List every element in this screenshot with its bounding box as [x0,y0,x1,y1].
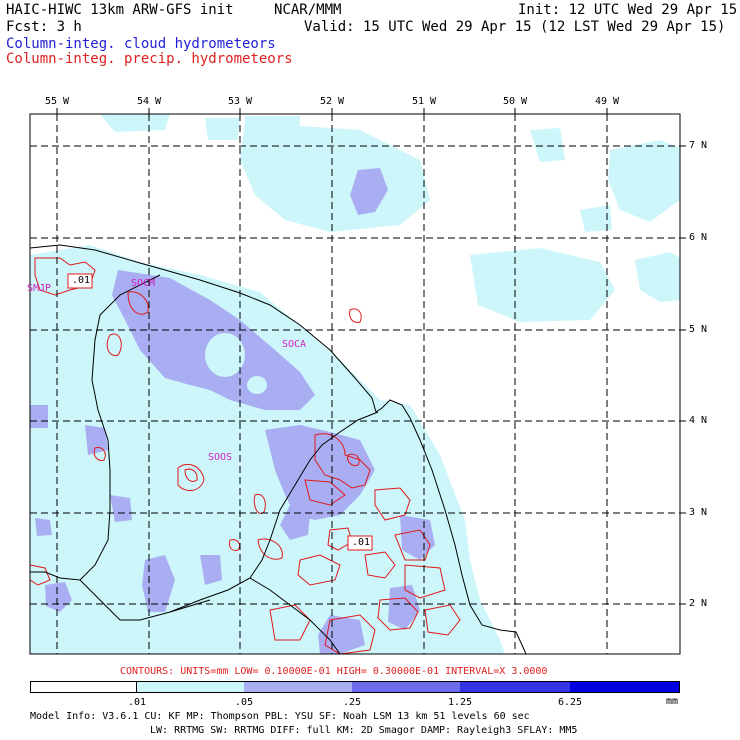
lon-label: 50 W [503,96,528,107]
lat-label: 6 N [689,232,708,243]
colorbar-label: .01 [127,697,147,708]
contours-info: CONTOURS: UNITS=mm LOW= 0.10000E-01 HIGH… [120,666,548,677]
map-frame [29,113,681,655]
colorbar-bin-3 [352,681,460,693]
latlon-grid [30,114,680,654]
legend-cloud-hydrometeors: Column-integ. cloud hydrometeors [6,36,276,52]
lon-label: 51 W [412,96,437,107]
contour-label-box-2 [347,535,373,551]
colorbar-bin-5 [570,681,680,693]
station-label-soca: SOCA [282,339,307,350]
lon-label: 53 W [228,96,253,107]
lat-label: 7 N [689,140,708,151]
lat-label: 2 N [689,598,708,609]
model-info-line-1: Model Info: V3.6.1 CU: KF MP: Thompson P… [30,711,530,722]
init-time: Init: 12 UTC Wed 29 Apr 15 [518,2,738,18]
coastline-borders [30,244,527,654]
lon-label: 49 W [595,96,620,107]
colorbar-bin-1 [137,681,244,693]
legend-precip-hydrometeors: Column-integ. precip. hydrometeors [6,51,293,67]
lon-label: 55 W [45,96,70,107]
model-info-line-2: LW: RRTMG SW: RRTMG DIFF: full KM: 2D Sm… [150,725,578,736]
lat-label: 4 N [689,415,708,426]
colorbar-unit: mm [666,696,679,707]
axis-ticks [56,108,686,605]
colorbar-frame [30,681,680,693]
colorbar-label: .25 [342,697,362,708]
lat-label: 3 N [689,507,708,518]
station-label-smjp: SMJP [27,283,52,294]
contour-label: .01 [72,275,91,286]
precip-contours [30,257,461,654]
lon-label: 54 W [137,96,162,107]
station-label-socm: SOCM [131,278,156,289]
lat-label: 5 N [689,324,708,335]
colorbar-label: 6.25 [557,697,583,708]
contour-label-box-1 [67,273,93,289]
lon-label: 52 W [320,96,345,107]
colorbar-bin-2 [244,681,352,693]
valid-time: Valid: 15 UTC Wed 29 Apr 15 (12 LST Wed … [304,19,726,35]
contour-label: .01 [352,537,371,548]
cloud-shading-holes [158,333,267,414]
forecast-hour: Fcst: 3 h [6,19,82,35]
colorbar-label: .05 [234,697,254,708]
colorbar-bin-4 [460,681,570,693]
model-title: HAIC-HIWC 13km ARW-GFS init [6,2,234,18]
org-label: NCAR/MMM [274,2,342,18]
station-label-soos: SOOS [208,452,233,463]
colorbar-label: 1.25 [447,697,473,708]
